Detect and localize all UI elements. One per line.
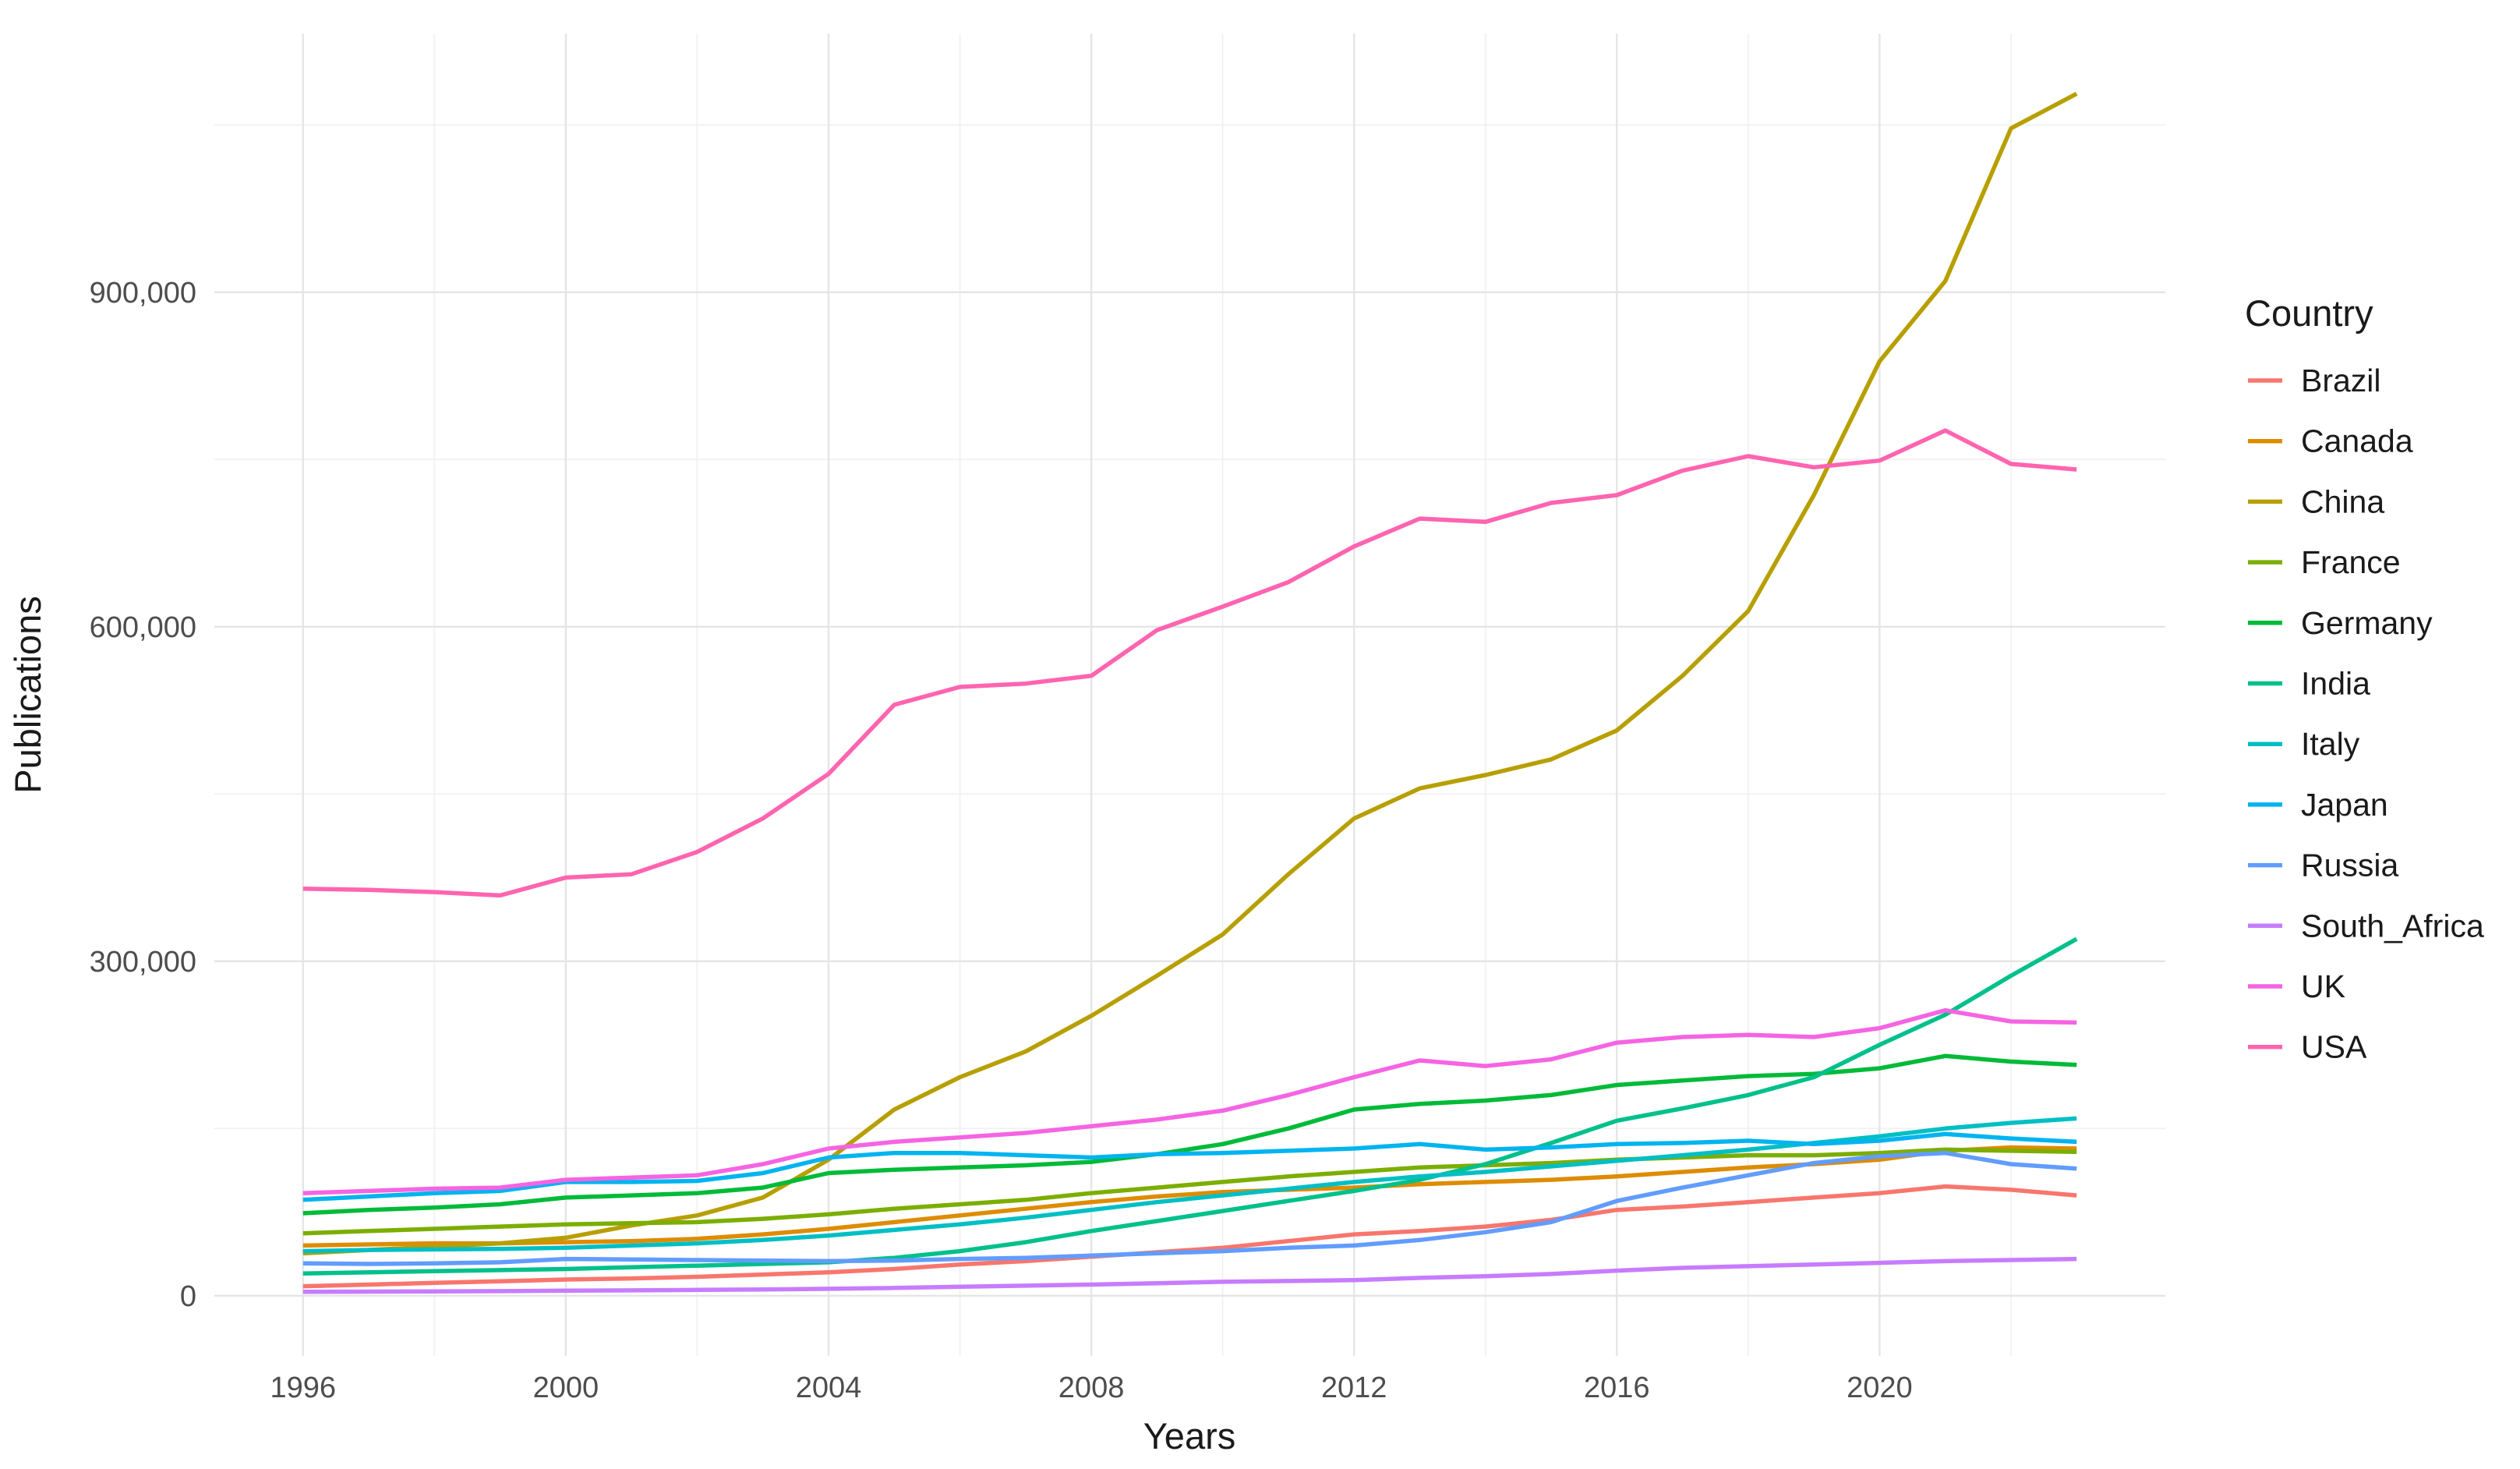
legend-label: Germany bbox=[2301, 605, 2433, 641]
x-axis-tick-labels: 1996 2000 2004 2008 2012 2016 2020 bbox=[270, 1372, 1912, 1404]
legend-item-usa: USA bbox=[2248, 1029, 2367, 1065]
legend-label: China bbox=[2301, 483, 2384, 519]
x-tick-label: 1996 bbox=[270, 1372, 336, 1404]
line-italy bbox=[302, 1116, 2077, 1254]
legend-item-uk: UK bbox=[2248, 968, 2345, 1004]
x-tick-label: 2004 bbox=[796, 1372, 862, 1404]
legend-label: India bbox=[2301, 666, 2370, 702]
line-canada bbox=[302, 1145, 2077, 1248]
x-tick-label: 2016 bbox=[1584, 1372, 1650, 1404]
legend-item-germany: Germany bbox=[2248, 605, 2433, 641]
legend-item-japan: Japan bbox=[2248, 787, 2388, 823]
legend-label: Russia bbox=[2301, 848, 2399, 883]
line-russia bbox=[302, 1150, 2077, 1266]
x-tick-label: 2020 bbox=[1847, 1372, 1913, 1404]
y-axis-title: Publications bbox=[7, 596, 48, 793]
line-france bbox=[302, 1147, 2077, 1236]
legend-item-italy: Italy bbox=[2248, 726, 2360, 762]
x-tick-label: 2000 bbox=[533, 1372, 599, 1404]
legend-item-india: India bbox=[2248, 666, 2370, 702]
y-tick-label: 600,000 bbox=[90, 611, 196, 644]
legend-label: UK bbox=[2301, 968, 2345, 1004]
line-germany bbox=[302, 1053, 2077, 1216]
legend-title: Country bbox=[2245, 292, 2373, 334]
line-uk bbox=[302, 1007, 2077, 1195]
x-tick-label: 2008 bbox=[1059, 1372, 1125, 1404]
legend-item-canada: Canada bbox=[2248, 423, 2413, 459]
y-tick-label: 900,000 bbox=[90, 277, 196, 310]
legend-label: Canada bbox=[2301, 423, 2413, 459]
line-japan bbox=[302, 1131, 2077, 1202]
gridlines-minor bbox=[214, 34, 2165, 1356]
legend-item-russia: Russia bbox=[2248, 848, 2399, 883]
line-india bbox=[302, 936, 2078, 1276]
legend-item-south_africa: South_Africa bbox=[2248, 908, 2484, 943]
legend-label: Brazil bbox=[2301, 363, 2381, 398]
y-tick-label: 300,000 bbox=[90, 946, 196, 979]
x-tick-label: 2012 bbox=[1321, 1372, 1387, 1404]
y-tick-label: 0 bbox=[180, 1280, 196, 1313]
legend: Country Brazil Canada China France Germany In… bbox=[2245, 292, 2484, 1065]
series-lines bbox=[302, 91, 2078, 1294]
legend-item-france: France bbox=[2248, 544, 2401, 580]
legend-label: Japan bbox=[2301, 787, 2388, 823]
legend-item-brazil: Brazil bbox=[2248, 363, 2381, 398]
line-china bbox=[302, 91, 2078, 1256]
legend-label: France bbox=[2301, 544, 2401, 580]
legend-label: USA bbox=[2301, 1029, 2367, 1065]
legend-items: Brazil Canada China France Germany India Italy… bbox=[2248, 363, 2484, 1065]
line-brazil bbox=[302, 1184, 2077, 1289]
legend-item-china: China bbox=[2248, 483, 2384, 519]
y-axis-tick-labels: 0 300,000 600,000 900,000 bbox=[90, 277, 196, 1313]
x-axis-title: Years bbox=[1143, 1415, 1235, 1457]
line-usa bbox=[302, 428, 2077, 898]
legend-label: Italy bbox=[2301, 726, 2360, 762]
line-south_africa bbox=[302, 1256, 2077, 1294]
legend-label: South_Africa bbox=[2301, 908, 2484, 943]
